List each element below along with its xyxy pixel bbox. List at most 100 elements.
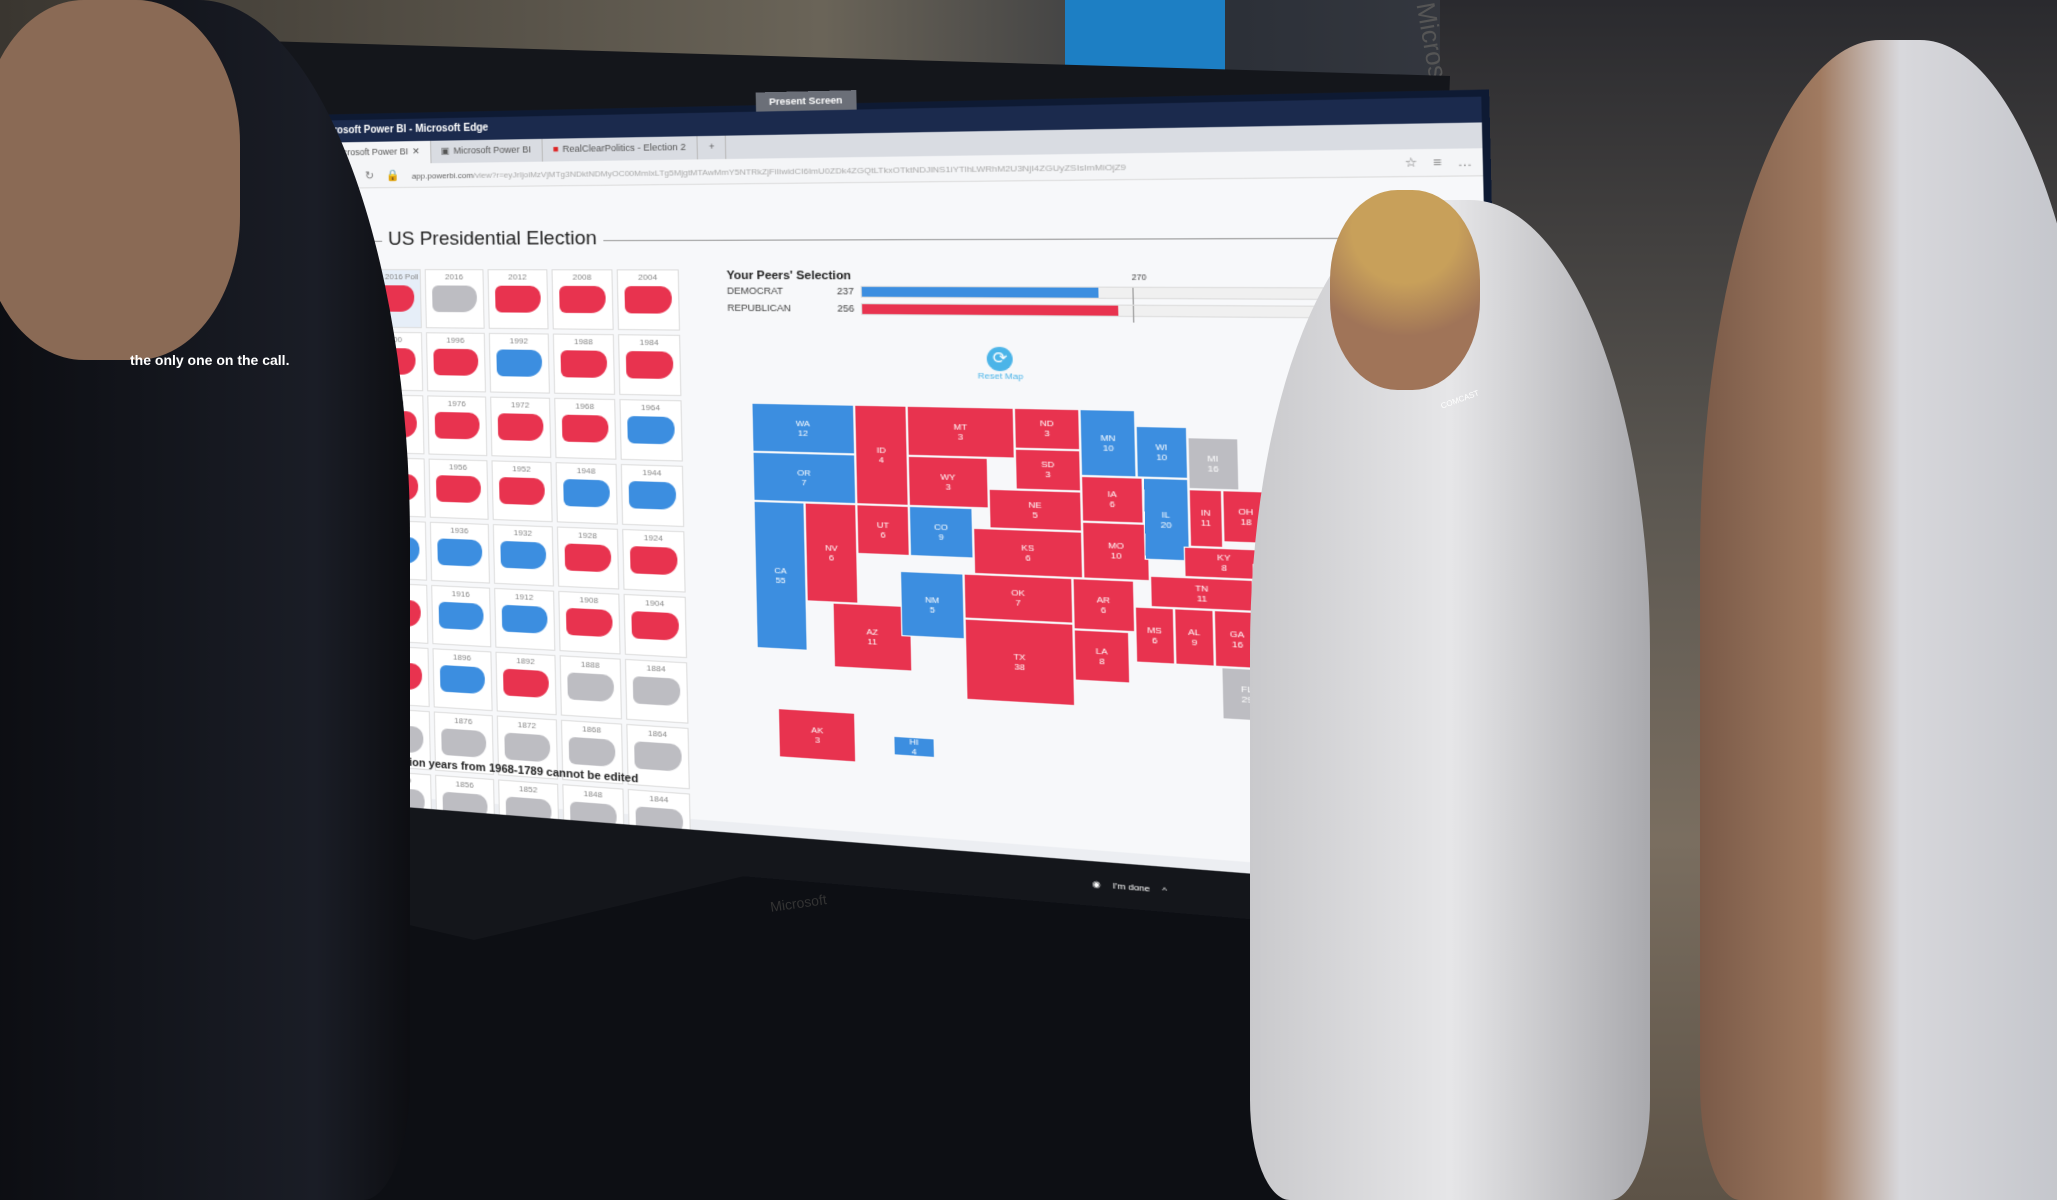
present-screen-button[interactable]: Present Screen (755, 90, 857, 112)
mini-map (435, 475, 482, 504)
mini-map (624, 286, 673, 314)
state-mt[interactable]: MT 3 (906, 405, 1015, 459)
year-thumbnail[interactable]: 1908 (558, 590, 621, 655)
year-label: 1908 (579, 594, 599, 606)
state-ms[interactable]: MS 6 (1134, 606, 1176, 666)
state-mi[interactable]: MI 16 (1186, 437, 1240, 491)
refresh-icon[interactable]: ↻ (364, 170, 375, 183)
year-thumbnail[interactable]: 1896 (432, 648, 493, 712)
more-icon[interactable]: … (1457, 154, 1473, 170)
state-al[interactable]: AL 9 (1173, 607, 1215, 668)
state-ne[interactable]: NE 5 (988, 488, 1083, 533)
state-wy[interactable]: WY 3 (907, 455, 989, 509)
year-thumbnail[interactable]: 1988 (552, 333, 616, 395)
state-co[interactable]: CO 9 (908, 505, 974, 559)
report-title: US Presidential Election (381, 227, 604, 251)
year-label: 1976 (447, 398, 466, 409)
new-tab-button[interactable]: + (697, 135, 727, 160)
mini-map (627, 416, 675, 445)
year-label: 1948 (576, 465, 596, 476)
year-label: 1888 (580, 659, 600, 671)
year-thumbnail[interactable]: 2004 (616, 269, 681, 331)
powerbi-tab-icon: ▣ (440, 145, 450, 156)
im-done-button[interactable]: I'm done (1112, 880, 1151, 894)
year-label: 1896 (452, 652, 472, 663)
year-thumbnail[interactable]: 1912 (494, 587, 556, 651)
state-ks[interactable]: KS 6 (973, 528, 1084, 579)
year-thumbnail[interactable]: 1944 (620, 464, 685, 528)
state-ca[interactable]: CA 55 (753, 500, 808, 651)
party-label: REPUBLICAN (727, 302, 791, 314)
state-votes: 20 (1160, 519, 1172, 530)
favorite-star-icon[interactable]: ☆ (1404, 156, 1418, 171)
year-thumbnail[interactable]: 1992 (488, 332, 550, 394)
year-thumbnail[interactable]: 1952 (491, 460, 553, 523)
state-votes: 10 (1110, 551, 1122, 562)
year-thumbnail[interactable]: 1884 (624, 658, 689, 724)
year-thumbnail[interactable]: 1924 (622, 528, 686, 593)
year-thumbnail[interactable]: 1936 (429, 521, 490, 584)
state-mo[interactable]: MO 10 (1082, 521, 1151, 582)
state-ia[interactable]: IA 6 (1081, 475, 1144, 524)
chevron-up-icon[interactable]: ^ (1162, 884, 1167, 895)
year-label: 1884 (646, 663, 666, 674)
state-votes: 3 (957, 431, 964, 442)
state-tn[interactable]: TN 11 (1150, 575, 1254, 612)
state-votes: 5 (1032, 509, 1039, 521)
state-votes: 10 (1156, 451, 1168, 463)
hub-icon[interactable]: ≡ (1433, 155, 1442, 170)
party-label: DEMOCRAT (726, 285, 784, 297)
state-nm[interactable]: NM 5 (899, 570, 965, 639)
year-label: 2004 (638, 272, 658, 283)
state-or[interactable]: OR 7 (752, 451, 857, 505)
mini-map (631, 611, 680, 641)
state-ut[interactable]: UT 6 (856, 504, 910, 557)
state-hi[interactable]: HI 4 (892, 735, 936, 759)
state-ok[interactable]: OK 7 (963, 573, 1074, 624)
year-thumbnail[interactable]: 1972 (490, 396, 552, 458)
state-ak[interactable]: AK 3 (778, 708, 857, 763)
person-right (1700, 40, 2057, 1200)
year-thumbnail[interactable]: 1916 (431, 584, 492, 648)
year-label: 1944 (642, 467, 662, 478)
state-tx[interactable]: TX 38 (964, 618, 1076, 706)
tab-realclearpolitics[interactable]: ■ RealClearPolitics - Election 2 (542, 136, 699, 162)
year-thumbnail[interactable]: 1948 (555, 462, 618, 525)
year-thumbnail[interactable]: 1956 (428, 458, 489, 520)
year-label: 1972 (510, 400, 530, 410)
state-ar[interactable]: AR 6 (1072, 577, 1135, 633)
state-nv[interactable]: NV 6 (804, 502, 859, 604)
year-thumbnail[interactable]: 1888 (559, 655, 622, 720)
year-thumbnail[interactable]: 1996 (425, 332, 486, 393)
mini-map (433, 348, 479, 376)
year-thumbnail[interactable]: 1968 (554, 397, 617, 460)
state-la[interactable]: LA 8 (1073, 629, 1131, 684)
url-field[interactable]: app.powerbi.com/view?r=eyJrIjoiMzVjMTg3N… (411, 161, 1127, 181)
year-thumbnail[interactable]: 1892 (495, 651, 557, 716)
state-votes: 6 (828, 552, 835, 563)
year-thumbnail[interactable]: 1932 (492, 524, 554, 587)
year-thumbnail[interactable]: 2012 (487, 269, 549, 330)
reset-map-button[interactable]: ⟳ Reset Map (977, 346, 1023, 381)
state-wi[interactable]: WI 10 (1135, 425, 1188, 479)
year-thumbnail[interactable]: 2016 (424, 269, 485, 329)
close-tab-icon[interactable]: ✕ (412, 146, 420, 157)
state-id[interactable]: ID 4 (854, 404, 909, 506)
year-thumbnail[interactable]: 1928 (556, 526, 620, 590)
state-in[interactable]: IN 11 (1188, 489, 1224, 548)
year-thumbnail[interactable]: 1976 (427, 395, 488, 457)
state-mn[interactable]: MN 10 (1079, 409, 1137, 478)
year-thumbnail[interactable]: 2008 (551, 269, 614, 330)
mini-map (628, 480, 677, 510)
done-icon: ◉ (1092, 878, 1101, 890)
year-thumbnail[interactable]: 1964 (619, 399, 683, 462)
secondary-screen-caption: the only one on the call. (130, 352, 290, 368)
state-nd[interactable]: ND 3 (1013, 407, 1081, 451)
year-thumbnail[interactable]: 1904 (623, 593, 688, 659)
state-il[interactable]: IL 20 (1142, 477, 1190, 562)
state-wa[interactable]: WA 12 (751, 402, 856, 455)
state-sd[interactable]: SD 3 (1014, 448, 1082, 492)
year-thumbnail[interactable]: 1984 (618, 334, 682, 397)
party-votes: 237 (836, 285, 854, 297)
tab-powerbi-2[interactable]: ▣ Microsoft Power BI (430, 138, 543, 164)
